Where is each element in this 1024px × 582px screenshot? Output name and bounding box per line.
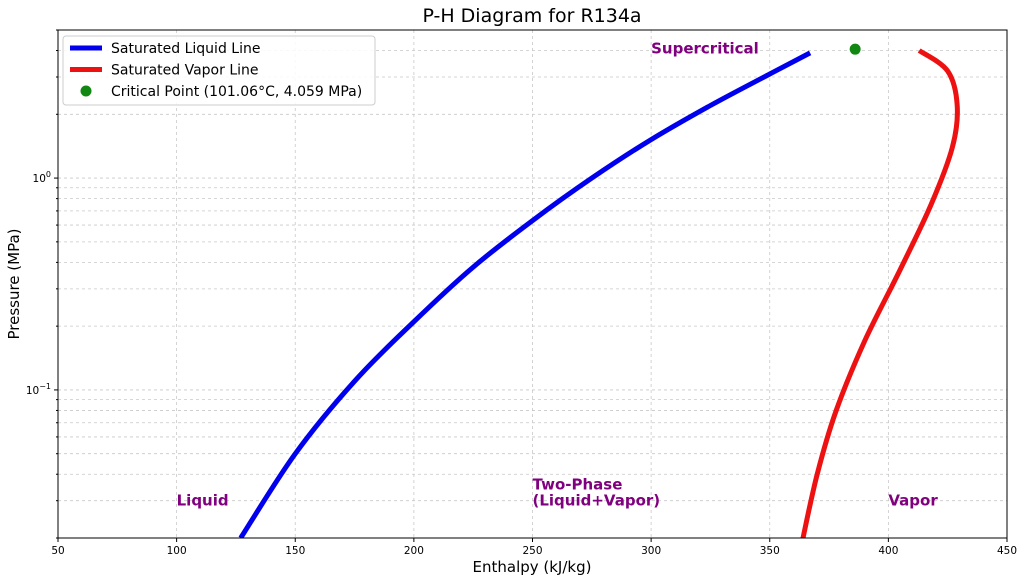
y-axis-label: Pressure (MPa) (5, 228, 23, 339)
region-label: Two-Phase (533, 476, 623, 494)
x-axis-label: Enthalpy (kJ/kg) (473, 558, 592, 576)
region-label: Vapor (888, 492, 938, 510)
region-annotations: Supercritical Liquid Two-Phase(Liquid+Vapo… (177, 39, 939, 509)
y-tick-label: 100 (33, 170, 51, 185)
x-tick-label: 400 (878, 545, 898, 557)
x-tick-label: 250 (522, 545, 542, 557)
x-tick-label: 300 (641, 545, 661, 557)
x-tick-label: 100 (167, 545, 187, 557)
saturated-vapor-line (800, 48, 960, 538)
x-tick-label: 50 (51, 545, 64, 557)
y-tick-label: 10−1 (26, 382, 51, 397)
saturated-liquid-line (238, 50, 812, 538)
critical-point-marker (849, 43, 861, 55)
x-tick-label: 450 (997, 545, 1017, 557)
x-tick-label: 350 (760, 545, 780, 557)
curves (238, 43, 960, 538)
x-tick-label: 200 (404, 545, 424, 557)
chart-title: P-H Diagram for R134a (422, 5, 641, 27)
region-label: (Liquid+Vapor) (533, 492, 661, 510)
axis-ticks: 50 100 150 200 250 300 350 400 450 100 10−1 (26, 29, 1017, 557)
x-tick-label: 150 (285, 545, 305, 557)
legend-item-critical-label: Critical Point (101.06°C, 4.059 MPa) (111, 84, 362, 100)
legend-item-critical-swatch (80, 85, 92, 97)
grid (57, 29, 1008, 539)
region-label: Supercritical (651, 39, 759, 57)
legend-item-liquid-label: Saturated Liquid Line (111, 41, 260, 57)
legend-item-vapor-label: Saturated Vapor Line (111, 63, 259, 79)
legend-box (62, 35, 376, 106)
region-label: Liquid (177, 492, 229, 510)
legend: Saturated Liquid Line Saturated Vapor Lin… (62, 35, 376, 106)
